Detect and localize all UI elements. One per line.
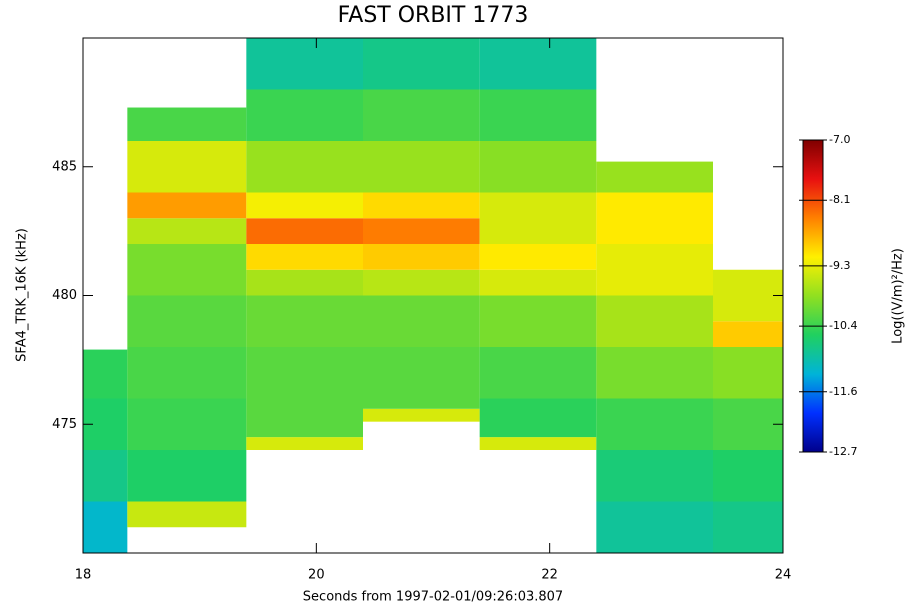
spectrogram-cell [363,295,480,347]
x-tick-label: 22 [541,568,558,583]
spectrogram-cell [246,192,363,219]
spectrogram-cell [363,192,480,219]
colorbar-tick-label: -11.6 [829,385,857,398]
spectrogram-cell [479,295,597,347]
spectrogram-cell [363,269,480,296]
colorbar-tick-label: -10.4 [829,319,857,332]
spectrogram-cell [246,218,363,244]
spectrogram-cell [246,38,363,90]
spectrogram-cell [479,347,597,399]
spectrogram-cell [479,244,597,270]
spectrogram-cell [246,437,363,450]
spectrogram-cell [246,295,363,347]
x-tick-label: 24 [775,568,792,583]
spectrogram-cell [363,89,480,141]
spectrogram-cell [246,141,363,193]
y-tick-label: 480 [52,288,77,303]
spectrogram-cell [83,349,128,399]
spectrogram-cell [596,295,713,347]
y-tick-label: 485 [52,159,77,174]
spectrogram-cell [127,218,247,244]
spectrogram-cell [83,450,128,502]
spectrogram-cell [127,347,247,399]
colorbar-tick-label: -8.1 [829,193,850,206]
spectrogram-cell [363,244,480,270]
spectrogram-cell [246,244,363,270]
spectrogram-cell [246,347,363,399]
spectrogram-cell [713,501,783,553]
spectrogram-cell [479,141,597,193]
spectrogram-cell [479,89,597,141]
spectrogram-cell [363,141,480,193]
spectrogram-cell [596,192,713,244]
spectrogram-cell [596,398,713,450]
spectrogram-cell [246,398,363,438]
spectrogram-cell [596,347,713,399]
spectrogram-cell [83,501,128,553]
spectrogram-cell [363,38,480,90]
spectrogram-cell [246,269,363,296]
spectrogram-cell [127,192,247,219]
spectrogram-cell [596,501,713,553]
spectrogram-cell [596,161,713,193]
colorbar-tick-label: -12.7 [829,445,857,458]
spectrogram-cell [713,269,783,322]
y-tick-label: 475 [52,417,77,432]
spectrogram-cell [127,141,247,193]
x-tick-label: 20 [308,568,325,583]
colorbar-tick-label: -9.3 [829,259,850,272]
spectrogram-cell [127,107,247,141]
x-tick-label: 18 [75,568,92,583]
spectrogram-cell [596,244,713,296]
spectrogram-cell [713,321,783,347]
spectrogram-cell [713,450,783,502]
spectrogram-cell [596,450,713,502]
spectrogram-cell [479,398,597,438]
spectrogram-cell [479,437,597,450]
spectrogram-cell [246,89,363,141]
spectrogram-cell [127,501,247,528]
spectrogram-cell [127,398,247,450]
spectrogram-cell [127,450,247,502]
colorbar [802,139,824,453]
spectrogram-cell [479,192,597,244]
spectrogram-cell [363,347,480,409]
x-axis-label: Seconds from 1997-02-01/09:26:03.807 [303,590,563,605]
chart-title: FAST ORBIT 1773 [338,3,529,28]
spectrogram-cell [713,398,783,450]
colorbar-tick-label: -7.0 [829,133,850,146]
spectrogram-cell [479,38,597,90]
y-axis-label: SFA4_TRK_16K (kHz) [15,228,30,362]
spectrogram-cell [363,218,480,244]
spectrogram-cell [127,295,247,347]
spectrogram-cell [713,347,783,399]
colorbar-label: Log((V/m)²/Hz) [891,248,906,344]
spectrogram-cell [479,269,597,296]
spectrogram-cell [363,408,480,422]
spectrogram-cell [127,244,247,296]
